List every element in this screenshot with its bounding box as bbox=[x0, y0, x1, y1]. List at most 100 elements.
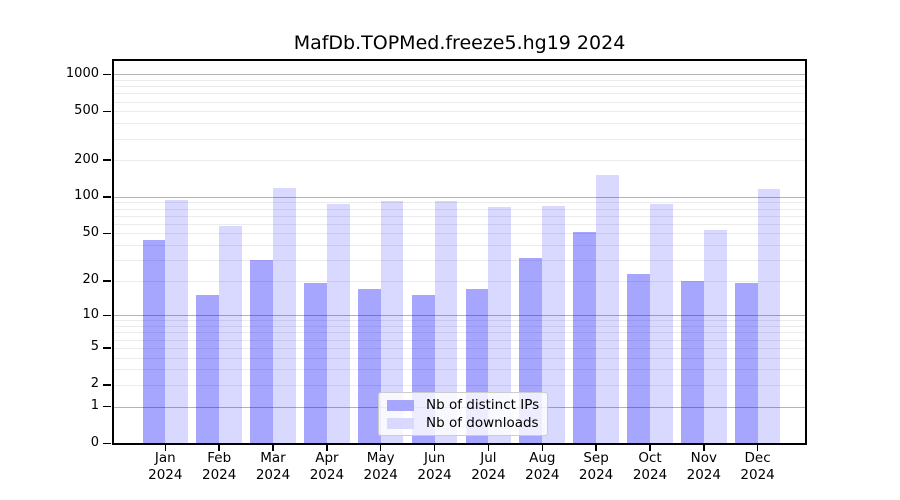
gridline-minor bbox=[114, 86, 805, 88]
y-tick-mark bbox=[103, 442, 111, 445]
y-tick-label-20: 20 bbox=[82, 272, 99, 288]
gridline-minor bbox=[114, 320, 805, 322]
x-tick-label-apr: Apr 2024 bbox=[309, 450, 345, 483]
axis-spine-bottom bbox=[112, 443, 807, 445]
x-tick-label-dec: Dec 2024 bbox=[740, 450, 775, 483]
y-tick-label-1000: 1000 bbox=[65, 65, 99, 81]
bar-downloads-mar bbox=[273, 188, 296, 444]
legend: Nb of distinct IPs Nb of downloads bbox=[378, 392, 548, 436]
y-tick-mark bbox=[103, 196, 111, 198]
bar-ips-jan bbox=[142, 240, 166, 444]
bar-ips-may bbox=[357, 289, 381, 444]
bar-downloads-oct bbox=[650, 203, 673, 444]
x-tick-mark bbox=[487, 445, 490, 451]
bar-downloads-jan bbox=[165, 200, 189, 444]
y-tick-label-0: 0 bbox=[90, 435, 99, 450]
x-tick-mark bbox=[433, 445, 436, 451]
bar-ips-sep bbox=[573, 232, 597, 444]
gridline-major bbox=[114, 74, 805, 76]
bar-downloads-apr bbox=[326, 203, 350, 444]
bar-downloads-dec bbox=[757, 188, 781, 444]
chart-title: MafDb.TOPMed.freeze5.hg19 2024 bbox=[293, 32, 626, 54]
gridline-minor bbox=[114, 138, 805, 140]
bar-ips-dec bbox=[734, 283, 758, 444]
x-tick-label-jul: Jul 2024 bbox=[471, 450, 506, 483]
y-tick-mark bbox=[103, 314, 111, 317]
x-tick-label-jun: Jun 2024 bbox=[417, 450, 452, 483]
legend-label-distinct-ips: Nb of distinct IPs bbox=[426, 397, 540, 413]
legend-swatch-distinct-ips bbox=[387, 399, 414, 411]
x-tick-mark bbox=[218, 445, 220, 451]
gridline-minor bbox=[114, 101, 805, 103]
gridline-minor bbox=[114, 369, 805, 371]
x-tick-label-nov: Nov 2024 bbox=[686, 450, 721, 483]
legend-entry-downloads: Nb of downloads bbox=[387, 415, 539, 431]
gridline-minor bbox=[114, 280, 805, 282]
gridline-minor bbox=[114, 339, 805, 341]
x-tick-mark bbox=[649, 445, 651, 451]
gridline-minor bbox=[114, 384, 805, 386]
bar-ips-apr bbox=[304, 283, 327, 444]
y-tick-mark bbox=[103, 159, 111, 161]
y-tick-label-50: 50 bbox=[82, 224, 99, 240]
gridline-minor bbox=[114, 357, 805, 359]
x-tick-mark bbox=[595, 445, 597, 451]
bar-downloads-nov bbox=[703, 230, 727, 444]
axis-spine-right bbox=[805, 59, 807, 445]
y-tick-mark bbox=[103, 232, 111, 235]
x-tick-label-mar: Mar 2024 bbox=[255, 450, 291, 483]
gridline-minor bbox=[114, 223, 805, 225]
axis-spine-left bbox=[112, 59, 114, 445]
x-tick-label-may: May 2024 bbox=[363, 450, 398, 483]
bar-ips-oct bbox=[627, 273, 650, 444]
y-tick-mark bbox=[103, 347, 111, 349]
x-tick-mark bbox=[326, 445, 328, 451]
y-tick-label-1: 1 bbox=[90, 398, 99, 413]
gridline-minor bbox=[114, 245, 805, 246]
gridline-minor bbox=[114, 326, 805, 328]
gridline-minor bbox=[114, 347, 805, 349]
bar-ips-nov bbox=[681, 280, 704, 444]
x-tick-label-oct: Oct 2024 bbox=[632, 450, 668, 483]
y-tick-label-5: 5 bbox=[90, 339, 99, 355]
gridline-minor bbox=[114, 260, 805, 261]
gridline-major bbox=[114, 196, 805, 198]
legend-swatch-downloads bbox=[387, 417, 414, 429]
y-tick-mark bbox=[103, 405, 111, 408]
y-tick-mark bbox=[103, 73, 111, 75]
bar-ips-feb bbox=[196, 295, 220, 444]
x-tick-label-aug: Aug 2024 bbox=[525, 450, 560, 483]
y-tick-mark bbox=[103, 280, 111, 282]
gridline-minor bbox=[114, 233, 805, 235]
x-tick-mark bbox=[379, 445, 382, 451]
bar-downloads-jun bbox=[434, 201, 458, 444]
y-tick-label-10: 10 bbox=[82, 306, 99, 322]
gridline-minor bbox=[114, 332, 805, 334]
x-tick-label-sep: Sep 2024 bbox=[578, 450, 614, 483]
bar-downloads-may bbox=[380, 201, 404, 444]
gridline-minor bbox=[114, 93, 805, 95]
bar-downloads-feb bbox=[219, 225, 242, 444]
bar-downloads-sep bbox=[596, 175, 619, 444]
gridline-minor bbox=[114, 215, 805, 217]
x-tick-mark bbox=[272, 445, 274, 451]
bar-downloads-aug bbox=[542, 206, 566, 444]
legend-entry-distinct-ips: Nb of distinct IPs bbox=[387, 397, 539, 413]
axis-spine-top bbox=[112, 59, 807, 61]
x-tick-mark bbox=[703, 445, 705, 451]
plot-area: Nb of distinct IPs Nb of downloads 0 1 2 5 1… bbox=[66, 59, 807, 483]
y-tick-label-500: 500 bbox=[74, 102, 99, 118]
legend-label-downloads: Nb of downloads bbox=[426, 415, 539, 431]
x-tick-mark bbox=[541, 445, 543, 451]
gridline-minor bbox=[114, 123, 805, 125]
bar-downloads-jul bbox=[488, 207, 512, 444]
x-tick-label-jan: Jan 2024 bbox=[148, 450, 183, 483]
y-tick-mark bbox=[103, 384, 111, 386]
y-tick-label-200: 200 bbox=[74, 151, 99, 167]
y-tick-mark bbox=[103, 110, 111, 112]
x-tick-label-feb: Feb 2024 bbox=[202, 450, 237, 483]
gridline-minor bbox=[114, 79, 805, 81]
bar-ips-mar bbox=[250, 260, 273, 444]
x-tick-mark bbox=[756, 445, 759, 451]
